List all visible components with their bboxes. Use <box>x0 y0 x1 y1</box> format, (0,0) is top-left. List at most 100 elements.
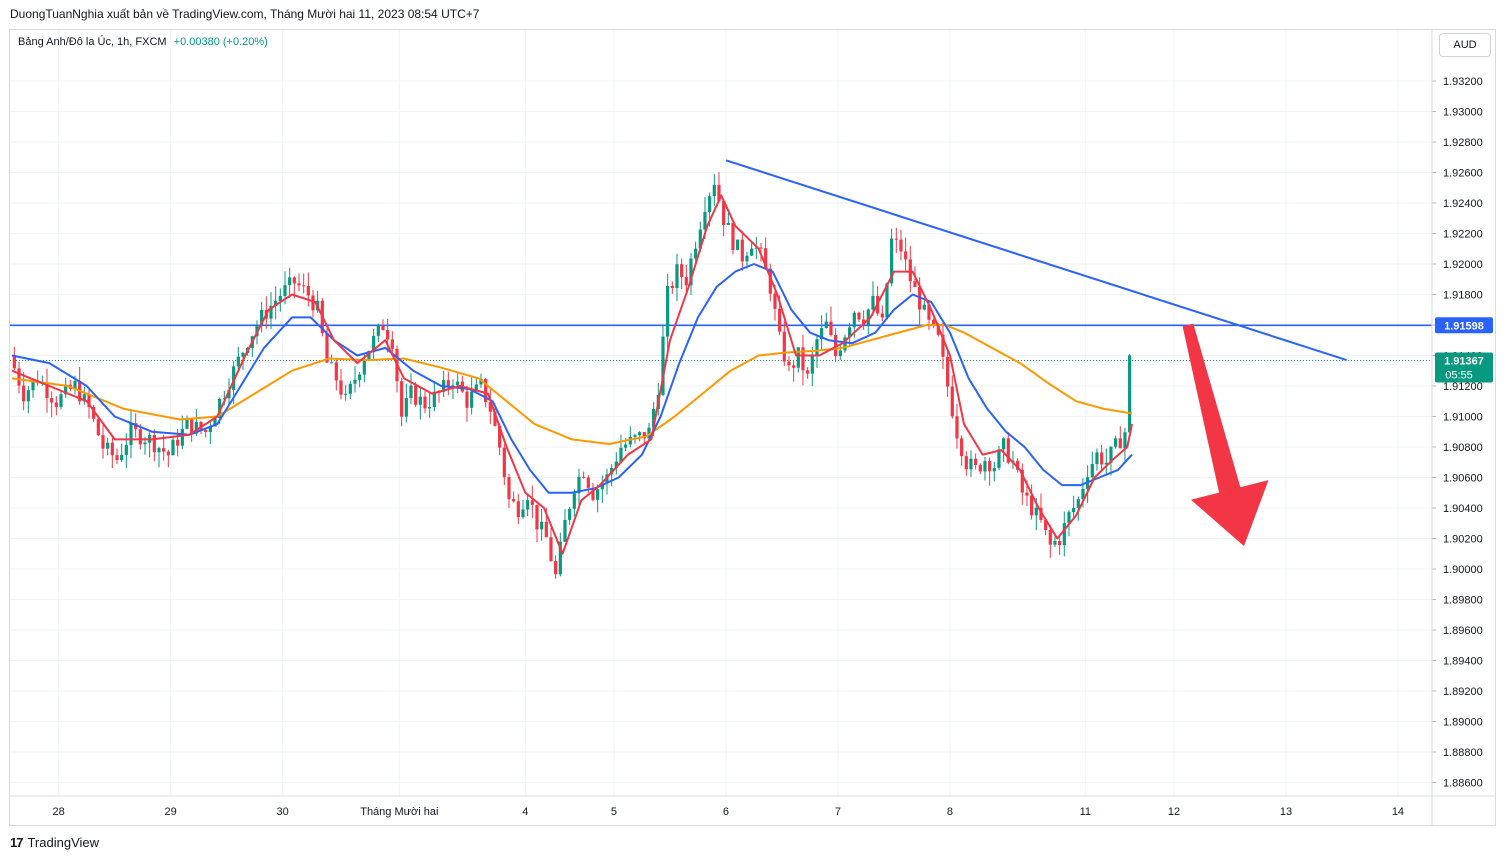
ema-slow-line <box>11 324 1133 445</box>
candle-body <box>1109 446 1113 463</box>
candle-body <box>418 396 422 405</box>
tradingview-logo-text: TradingView <box>27 835 100 850</box>
candle-body <box>176 439 180 446</box>
candle-body <box>507 477 511 500</box>
candle-body <box>661 336 665 395</box>
candle-body <box>526 500 530 510</box>
x-tick-label: 14 <box>1392 806 1404 818</box>
candle-body <box>470 391 474 408</box>
ema-mid-line <box>11 263 1133 494</box>
candle-body <box>1062 523 1066 546</box>
candle-body <box>927 304 931 320</box>
y-tick-label: 1.90800 <box>1443 442 1483 454</box>
candle-body <box>409 385 413 398</box>
moving-averages-layer <box>11 194 1133 555</box>
candle-body <box>787 361 791 366</box>
y-tick-label: 1.91000 <box>1443 412 1483 424</box>
candle-body <box>236 356 240 367</box>
y-tick-label: 1.92600 <box>1443 168 1483 180</box>
candle-body <box>330 362 334 364</box>
candle-body <box>1072 507 1076 513</box>
tradingview-logo[interactable]: 17 TradingView <box>10 835 99 850</box>
candle-body <box>96 418 100 436</box>
candle-body <box>866 309 870 325</box>
candle-body <box>694 248 698 259</box>
candle-body <box>423 396 427 409</box>
candle-body <box>750 248 754 256</box>
candle-body <box>1034 507 1038 516</box>
candle-body <box>1039 507 1043 521</box>
candle-body <box>432 391 436 407</box>
candle-body <box>488 402 492 412</box>
x-tick-label: 5 <box>611 806 617 818</box>
candle-body <box>988 461 992 472</box>
candle-body <box>82 394 86 402</box>
candle-body <box>222 398 226 400</box>
candle-body <box>913 281 917 287</box>
candle-body <box>474 384 478 392</box>
y-tick-label: 1.92200 <box>1443 229 1483 241</box>
candle-body <box>946 356 950 387</box>
candle-body <box>493 411 497 426</box>
y-tick-label: 1.88800 <box>1443 747 1483 759</box>
candle-body <box>138 429 142 445</box>
candle-body <box>194 421 198 434</box>
candle-body <box>582 476 586 478</box>
y-tick-label: 1.92000 <box>1443 259 1483 271</box>
candles-layer <box>12 172 1132 579</box>
candle-body <box>558 541 562 575</box>
candle-body <box>554 561 558 575</box>
candle-body <box>292 277 296 284</box>
candle-body <box>1090 464 1094 478</box>
candle-body <box>512 499 516 502</box>
candle-body <box>890 238 894 284</box>
candle-body <box>647 427 651 439</box>
candle-body <box>619 447 623 462</box>
candle-body <box>950 386 954 417</box>
candle-body <box>87 394 91 407</box>
candle-body <box>675 264 679 289</box>
ema-fast-line <box>11 194 1133 555</box>
candle-body <box>974 458 978 466</box>
candle-body <box>932 319 936 325</box>
candle-body <box>208 426 212 432</box>
candle-body <box>465 391 469 408</box>
candle-body <box>404 397 408 417</box>
y-tick-label: 1.90000 <box>1443 564 1483 576</box>
x-tick-label: Tháng Mười hai <box>360 806 438 818</box>
candle-body <box>740 239 744 262</box>
candle-body <box>213 418 217 427</box>
candle-body <box>185 418 189 429</box>
candle-body <box>600 483 604 490</box>
candle-body <box>960 438 964 457</box>
candle-body <box>544 521 548 538</box>
candle-body <box>311 295 315 311</box>
candle-body <box>204 429 208 432</box>
currency-button[interactable]: AUD <box>1439 33 1491 57</box>
candle-body <box>218 398 222 419</box>
candle-body <box>862 319 866 325</box>
candle-body <box>941 334 945 357</box>
y-tick-label: 1.93000 <box>1443 107 1483 119</box>
candle-body <box>1048 530 1052 545</box>
candle-body <box>1100 452 1104 465</box>
candle-body <box>535 504 539 530</box>
candle-body <box>283 285 287 297</box>
candle-body <box>806 370 810 374</box>
symbol-legend[interactable]: Bảng Anh/Đô la Úc, 1h, FXCM +0.00380 (+0… <box>18 36 268 48</box>
candle-body <box>768 268 772 294</box>
candle-body <box>1114 438 1118 447</box>
candle-body <box>834 334 838 357</box>
candle-body <box>31 380 35 391</box>
candle-body <box>152 435 156 453</box>
candle-body <box>92 406 96 419</box>
candle-body <box>796 347 800 368</box>
candle-body <box>568 508 572 520</box>
candle-body <box>456 381 460 386</box>
y-tick-label: 1.88600 <box>1443 778 1483 790</box>
candle-body <box>50 398 54 403</box>
candle-body <box>479 378 483 385</box>
candle-body <box>530 500 534 505</box>
candle-body <box>1030 495 1034 516</box>
